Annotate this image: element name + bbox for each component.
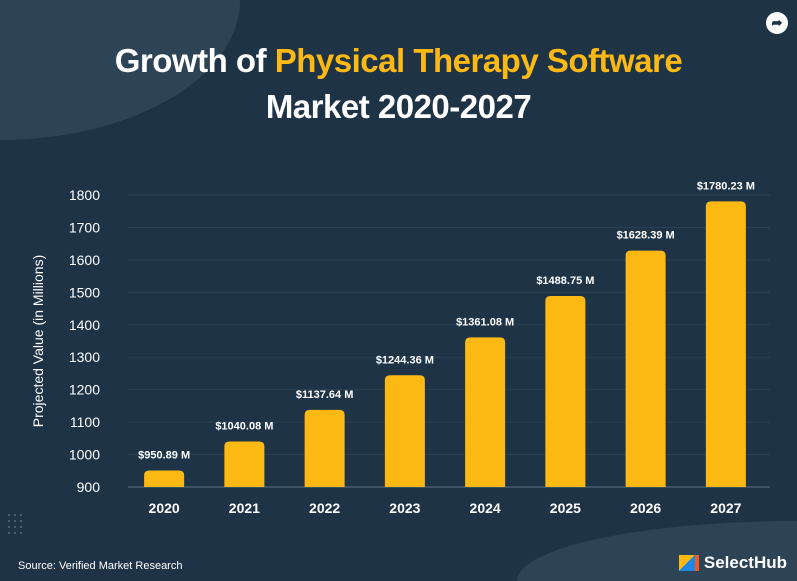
title-part1: Growth of [114,42,275,79]
logo-text: SelectHub [703,553,787,572]
y-tick-label: 1800 [69,187,100,203]
bar-2026 [625,250,666,487]
y-tick-label: 1200 [69,382,100,398]
bar-2020 [144,470,185,487]
x-tick-label: 2023 [389,500,420,516]
y-tick-label: 1000 [69,447,100,463]
decor-dots [6,512,24,534]
x-tick-label: 2027 [710,500,741,516]
data-label: $950.89 M [138,449,190,461]
data-label: $1780.23 M [697,180,755,192]
y-tick-label: 1700 [69,219,100,235]
y-axis-label: Projected Value (in Millions) [30,255,46,427]
data-label: $1040.08 M [215,421,273,433]
x-tick-label: 2026 [630,500,661,516]
bar-2025 [545,295,586,487]
y-tick-label: 1300 [69,349,100,365]
bar-2024 [465,337,506,487]
bar-2023 [384,375,425,487]
y-tick-label: 1500 [69,284,100,300]
share-arrow-icon[interactable]: ➦ [766,12,788,34]
chart-title: Growth of Physical Therapy Software Mark… [0,38,797,130]
title-highlight: Physical Therapy Software [274,42,683,79]
data-label: $1361.08 M [456,316,514,328]
y-tick-label: 900 [77,479,101,495]
x-tick-label: 2020 [149,500,180,516]
logo-cube-icon [678,555,699,571]
bar-2022 [304,409,345,487]
x-tick-label: 2021 [229,500,260,516]
bar-2027 [705,201,746,488]
y-tick-label: 1100 [70,414,100,430]
data-label: $1628.39 M [617,230,675,242]
data-label: $1137.64 M [296,389,354,401]
data-label: $1488.75 M [536,275,594,287]
selecthub-logo: SelectHub [678,553,787,573]
title-part2: Market 2020-2027 [265,88,532,125]
source-note: Source: Verified Market Research [18,560,183,572]
x-tick-label: 2024 [470,500,501,516]
x-tick-label: 2022 [309,500,340,516]
y-tick-label: 1400 [69,317,100,333]
bar-2021 [224,441,265,487]
x-tick-label: 2025 [550,500,581,516]
y-tick-label: 1600 [69,252,100,268]
data-label: $1244.36 M [376,354,434,366]
